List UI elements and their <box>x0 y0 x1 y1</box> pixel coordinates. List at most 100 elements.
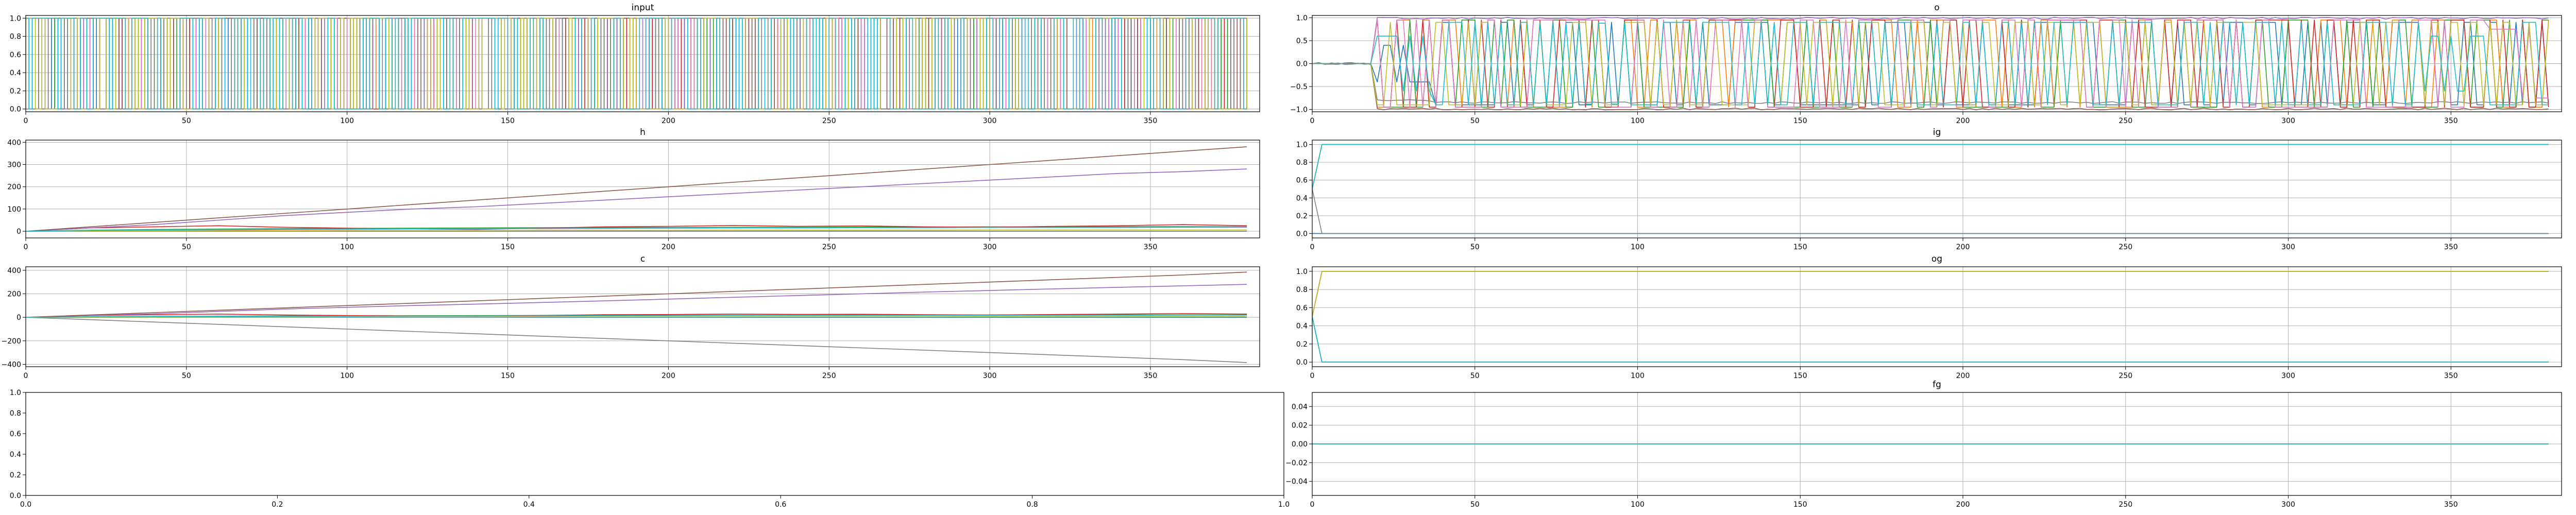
series-line-2 <box>1312 316 2549 363</box>
x-tick-label: 50 <box>1470 243 1480 251</box>
y-tick-label: 200 <box>7 183 21 192</box>
series-line-6 <box>1312 20 2549 108</box>
x-tick-label: 300 <box>2281 501 2295 509</box>
panel-og: 0 50 100 150 200 250 300 350 0.0 0.2 0.4 0.6 0.8 1.0 o… <box>1296 254 2562 380</box>
axes-frame <box>1312 392 2562 496</box>
x-tick-label: 200 <box>1956 117 1970 125</box>
x-tick-label: 0.6 <box>775 501 786 509</box>
y-tick-label: 0.4 <box>1296 194 1308 202</box>
series-line-4 <box>1312 271 2549 317</box>
y-tick-label: 0.6 <box>10 51 21 59</box>
series-group <box>26 271 1247 363</box>
panel-c: 0 50 100 150 200 250 300 350 −400 −200 0 200 400 c <box>2 254 1260 380</box>
x-tick-label: 0 <box>1310 117 1315 125</box>
panel-o: 0 50 100 150 200 250 300 350 −1.0 −0.5 0.0 0.5 1.0 o <box>1290 3 2562 125</box>
series-group <box>1312 144 2549 234</box>
x-tick-label: 250 <box>822 117 836 125</box>
y-tick-label: 0.8 <box>10 33 21 41</box>
axes-frame <box>1312 140 2562 238</box>
series-line-9 <box>26 227 1247 232</box>
series-line-5 <box>26 271 1247 318</box>
x-tick-label: 250 <box>2119 501 2132 509</box>
panel-title: c <box>640 254 645 264</box>
x-tick-label: 200 <box>1956 372 1970 380</box>
x-tick-label: 350 <box>1144 243 1158 251</box>
y-tick-label: 0.5 <box>1296 37 1308 45</box>
x-tick-label: 1.0 <box>1278 501 1290 509</box>
y-tick-label: 0.0 <box>1296 60 1308 68</box>
panel-title: h <box>640 127 646 138</box>
y-tick-label: 0.6 <box>1296 304 1308 312</box>
x-tick-label: 350 <box>2444 501 2458 509</box>
x-tick-label: 250 <box>822 372 836 380</box>
series-group <box>1312 16 2549 111</box>
y-tick-label: 0.00 <box>1292 440 1308 449</box>
x-tick-label: 150 <box>1793 117 1807 125</box>
x-tick-label: 150 <box>501 117 515 125</box>
panel-input: 0 50 100 150 200 250 300 350 0.0 0.2 0.4 0.6 0.8 1.0 i… <box>10 3 1260 125</box>
x-tick-label: 0.8 <box>1026 501 1038 509</box>
panel-title: ig <box>1933 127 1941 138</box>
y-tick-label: 400 <box>7 267 21 275</box>
y-tick-label: 0.2 <box>10 87 21 95</box>
x-tick-label: 100 <box>1631 243 1645 251</box>
series-line-3 <box>1312 144 2549 190</box>
x-tick-label: 50 <box>182 243 191 251</box>
y-tick-label: 0.02 <box>1292 422 1308 430</box>
y-tick-label: 1.0 <box>10 389 21 397</box>
y-tick-label: 0.04 <box>1292 403 1308 411</box>
y-tick-label: 200 <box>7 290 21 298</box>
panel-fg: 0 50 100 150 200 250 300 350 −0.04 −0.02 0.00 0.02 0… <box>1285 380 2562 509</box>
series-line-9 <box>1312 144 2549 190</box>
x-tick-label: 200 <box>662 372 675 380</box>
y-tick-label: 1.0 <box>1296 268 1308 276</box>
y-tick-label: −400 <box>2 360 21 369</box>
series-line-4 <box>1312 144 2549 190</box>
x-tick-label: 300 <box>983 243 997 251</box>
x-tick-label: 300 <box>983 372 997 380</box>
series-line-5 <box>1312 271 2549 317</box>
y-tick-label: 0.6 <box>1296 177 1308 185</box>
x-tick-label: 0 <box>24 243 28 251</box>
x-tick-label: 150 <box>1793 243 1807 251</box>
x-tick-label: 150 <box>1793 501 1807 509</box>
x-tick-label: 200 <box>662 243 675 251</box>
series-line-6 <box>1312 271 2549 317</box>
panel-title: fg <box>1933 380 1941 390</box>
y-tick-label: 0.2 <box>10 471 21 479</box>
x-tick-label: 50 <box>1470 372 1480 380</box>
series-line-4 <box>26 168 1247 232</box>
series-line-8 <box>26 229 1247 232</box>
series-line-5 <box>1312 62 2549 111</box>
series-line-8 <box>1312 144 2549 190</box>
x-tick-label: 350 <box>2444 117 2458 125</box>
series-line-2 <box>1312 144 2549 190</box>
axes-frame <box>1312 266 2562 367</box>
series-line-7 <box>26 317 1247 363</box>
series-line-3 <box>26 224 1247 232</box>
y-tick-label: 0.8 <box>10 409 21 418</box>
x-tick-label: 50 <box>182 117 191 125</box>
y-tick-label: 400 <box>7 139 21 147</box>
x-tick-label: 150 <box>1793 372 1807 380</box>
x-tick-label: 100 <box>1631 501 1645 509</box>
x-tick-label: 250 <box>2119 372 2132 380</box>
panel-title: og <box>1931 254 1942 264</box>
series-line-5 <box>1312 144 2549 190</box>
x-tick-label: 50 <box>1470 117 1480 125</box>
x-tick-label: 350 <box>1144 372 1158 380</box>
series-line-1 <box>1312 144 2549 190</box>
panel-title: o <box>1934 3 1939 13</box>
y-tick-label: 0 <box>16 314 21 322</box>
x-tick-label: 0 <box>24 372 28 380</box>
series-line-8 <box>1312 271 2549 317</box>
axes-frame <box>25 392 1284 496</box>
series-line-9 <box>1312 22 2549 106</box>
series-line-5 <box>26 146 1247 232</box>
series-line-2 <box>1312 20 2549 108</box>
series-line-4 <box>26 284 1247 318</box>
axes-frame <box>1312 15 2562 112</box>
x-tick-label: 0 <box>1310 243 1315 251</box>
x-tick-label: 300 <box>983 117 997 125</box>
series-line-9 <box>26 315 1247 318</box>
